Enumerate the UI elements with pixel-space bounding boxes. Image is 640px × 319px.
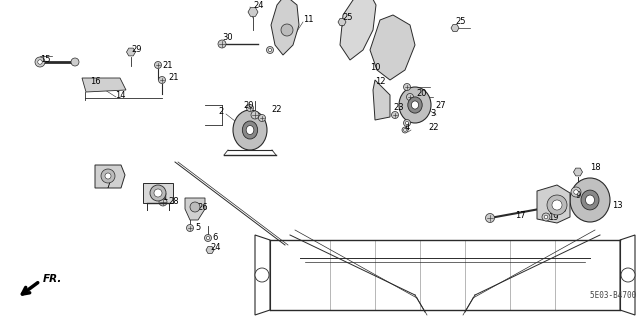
- Text: 9: 9: [575, 190, 580, 199]
- Polygon shape: [206, 247, 214, 254]
- Circle shape: [259, 115, 266, 122]
- Circle shape: [38, 60, 42, 64]
- Polygon shape: [340, 0, 376, 60]
- Ellipse shape: [570, 178, 610, 222]
- Ellipse shape: [243, 121, 258, 139]
- Circle shape: [159, 77, 166, 84]
- Polygon shape: [95, 165, 125, 188]
- Text: 1: 1: [162, 194, 167, 203]
- Circle shape: [547, 195, 567, 215]
- Text: 20: 20: [416, 88, 426, 98]
- Text: 24: 24: [253, 1, 264, 10]
- Circle shape: [154, 62, 161, 69]
- Text: 21: 21: [162, 61, 173, 70]
- Polygon shape: [248, 8, 258, 16]
- Circle shape: [159, 198, 167, 206]
- Ellipse shape: [581, 190, 599, 210]
- Polygon shape: [373, 80, 390, 120]
- Circle shape: [268, 48, 271, 52]
- Circle shape: [486, 213, 495, 222]
- Circle shape: [205, 234, 211, 241]
- Circle shape: [404, 129, 406, 131]
- Text: 18: 18: [590, 164, 600, 173]
- Polygon shape: [271, 0, 299, 55]
- Circle shape: [552, 200, 562, 210]
- Ellipse shape: [408, 97, 422, 113]
- Text: 22: 22: [271, 106, 282, 115]
- Ellipse shape: [246, 125, 254, 135]
- Polygon shape: [143, 183, 173, 203]
- Polygon shape: [573, 168, 582, 176]
- Circle shape: [405, 122, 408, 125]
- Polygon shape: [370, 15, 415, 80]
- Text: 24: 24: [210, 243, 221, 253]
- Text: 5E03-B4700 A: 5E03-B4700 A: [590, 291, 640, 300]
- Polygon shape: [451, 25, 459, 32]
- Ellipse shape: [586, 195, 595, 205]
- Circle shape: [266, 47, 273, 54]
- Polygon shape: [537, 185, 570, 223]
- Text: 25: 25: [342, 12, 353, 21]
- Circle shape: [154, 189, 162, 197]
- Polygon shape: [82, 78, 126, 92]
- Circle shape: [101, 169, 115, 183]
- Circle shape: [190, 202, 200, 212]
- Text: 13: 13: [612, 201, 623, 210]
- Polygon shape: [185, 198, 205, 220]
- Text: 3: 3: [430, 108, 435, 117]
- Circle shape: [403, 84, 410, 91]
- Circle shape: [251, 111, 259, 119]
- Text: 14: 14: [115, 91, 125, 100]
- Text: 15: 15: [40, 56, 51, 64]
- Text: 25: 25: [455, 18, 465, 26]
- Text: FR.: FR.: [43, 274, 62, 284]
- Text: 7: 7: [105, 181, 110, 189]
- Circle shape: [571, 187, 581, 197]
- Circle shape: [544, 215, 548, 219]
- Ellipse shape: [233, 110, 267, 150]
- Text: 29: 29: [131, 46, 141, 55]
- Text: 16: 16: [90, 78, 100, 86]
- Text: 28: 28: [168, 197, 179, 206]
- Circle shape: [186, 225, 193, 232]
- Text: 19: 19: [548, 213, 559, 222]
- Text: 26: 26: [197, 203, 207, 211]
- Text: 2: 2: [218, 108, 223, 116]
- Circle shape: [207, 236, 209, 240]
- Text: 5: 5: [195, 222, 200, 232]
- Text: 23: 23: [393, 103, 404, 113]
- Text: 20: 20: [243, 100, 253, 109]
- Text: 11: 11: [303, 16, 314, 25]
- Circle shape: [406, 93, 413, 100]
- Circle shape: [281, 24, 293, 36]
- Circle shape: [573, 190, 579, 194]
- Circle shape: [150, 185, 166, 201]
- Polygon shape: [338, 19, 346, 26]
- Circle shape: [71, 58, 79, 66]
- Text: 22: 22: [428, 123, 438, 132]
- Circle shape: [255, 268, 269, 282]
- Circle shape: [105, 173, 111, 179]
- Text: 12: 12: [375, 78, 385, 86]
- Text: 27: 27: [435, 100, 445, 109]
- Text: 30: 30: [222, 33, 232, 42]
- Circle shape: [621, 268, 635, 282]
- Circle shape: [35, 57, 45, 67]
- Polygon shape: [127, 48, 136, 56]
- Circle shape: [392, 112, 399, 118]
- Ellipse shape: [412, 101, 419, 109]
- Text: 4: 4: [405, 123, 410, 132]
- Text: 21: 21: [168, 73, 179, 83]
- Text: 6: 6: [212, 234, 218, 242]
- Circle shape: [403, 120, 410, 127]
- Circle shape: [402, 127, 408, 133]
- Text: 8: 8: [560, 205, 565, 214]
- Circle shape: [542, 213, 550, 221]
- Ellipse shape: [399, 87, 431, 123]
- Circle shape: [246, 105, 253, 112]
- Text: 17: 17: [515, 211, 525, 219]
- Text: 10: 10: [370, 63, 381, 72]
- Circle shape: [218, 40, 226, 48]
